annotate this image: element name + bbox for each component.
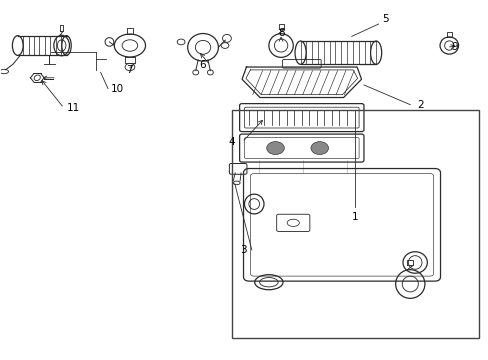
Circle shape (310, 141, 328, 154)
Text: 1: 1 (351, 212, 357, 222)
Text: 8: 8 (277, 28, 284, 39)
Text: 9: 9 (451, 42, 457, 52)
Text: 3: 3 (240, 245, 246, 255)
Text: 10: 10 (110, 84, 123, 94)
Circle shape (266, 141, 284, 154)
Text: 2: 2 (417, 100, 424, 110)
Text: 5: 5 (382, 14, 388, 24)
Text: 7: 7 (126, 65, 133, 75)
Text: 11: 11 (66, 103, 80, 113)
Text: 4: 4 (228, 138, 234, 147)
Bar (232, 110, 478, 338)
Text: 6: 6 (199, 60, 205, 70)
